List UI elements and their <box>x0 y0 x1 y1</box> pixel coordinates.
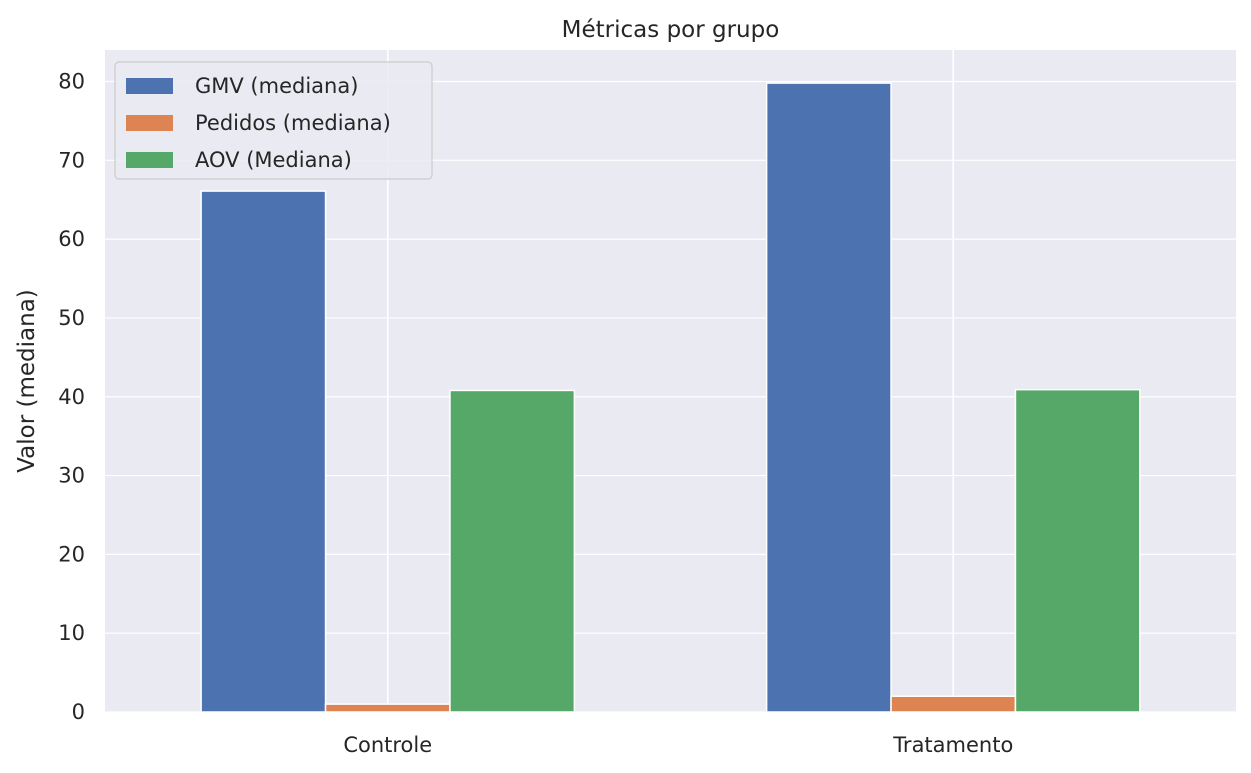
legend-swatch <box>126 115 173 131</box>
x-tick-label: Controle <box>343 733 432 757</box>
legend-label: AOV (Mediana) <box>195 148 352 172</box>
legend-box <box>114 61 433 180</box>
bar <box>449 389 576 713</box>
legend-label: GMV (mediana) <box>195 74 358 98</box>
legend: GMV (mediana) Pedidos (mediana) AOV (Media… <box>114 61 433 180</box>
y-tick-label: 70 <box>58 148 85 172</box>
y-tick-label: 20 <box>58 542 85 566</box>
bar-layer <box>200 82 1141 713</box>
y-axis-ticks: 0 10 20 30 40 50 60 70 80 <box>58 70 85 724</box>
y-tick-label: 30 <box>58 464 85 488</box>
bar <box>890 695 1017 713</box>
bar <box>200 190 327 713</box>
bar <box>765 82 892 713</box>
legend-label: Pedidos (mediana) <box>195 111 391 135</box>
x-axis-ticks: Controle Tratamento <box>343 733 1013 757</box>
bar <box>1014 388 1141 713</box>
y-tick-label: 80 <box>58 70 85 94</box>
bar <box>324 703 451 713</box>
legend-swatch <box>126 152 173 168</box>
y-tick-label: 10 <box>58 621 85 645</box>
y-tick-label: 50 <box>58 306 85 330</box>
y-tick-label: 40 <box>58 385 85 409</box>
y-axis-title: Valor (mediana) <box>14 289 40 473</box>
y-tick-label: 60 <box>58 227 85 251</box>
chart-title: Métricas por grupo <box>562 17 780 43</box>
legend-swatch <box>126 78 173 94</box>
y-tick-label: 0 <box>72 700 85 724</box>
x-tick-label: Tratamento <box>892 733 1013 757</box>
